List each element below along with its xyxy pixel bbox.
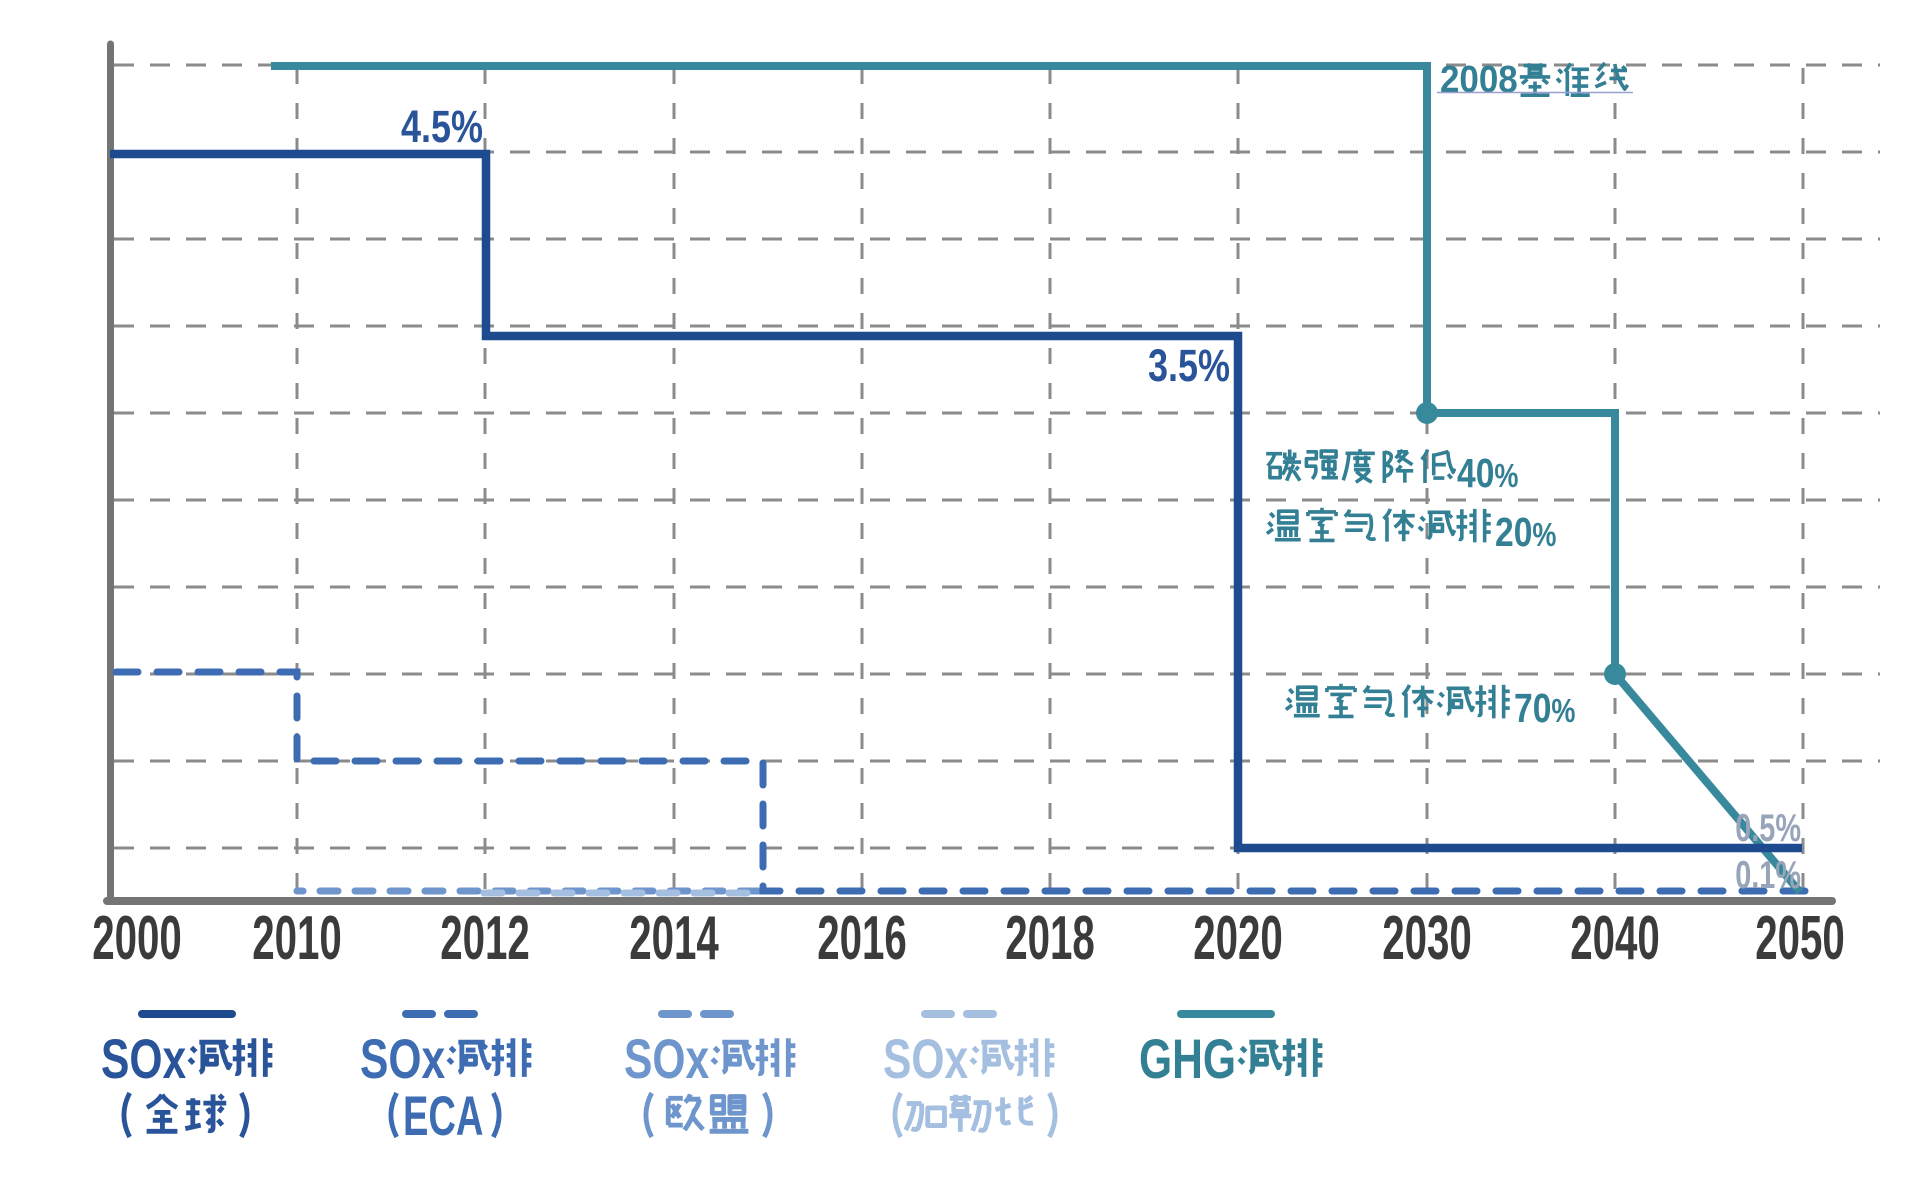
svg-text:GHG: GHG [1139,1027,1236,1090]
svg-text:2020: 2020 [1193,904,1283,973]
svg-text:2008: 2008 [1440,58,1518,101]
svg-text:2050: 2050 [1755,904,1845,973]
svg-text:0.5%: 0.5% [1735,807,1801,850]
svg-text:2016: 2016 [817,904,907,973]
svg-text:2014: 2014 [629,904,719,973]
svg-text:2040: 2040 [1570,904,1660,973]
svg-text:ECA: ECA [403,1086,483,1148]
svg-text:3.5%: 3.5% [1148,340,1230,391]
svg-text:4.5%: 4.5% [401,101,483,152]
svg-text:2030: 2030 [1382,904,1472,973]
svg-text:2012: 2012 [440,904,530,973]
svg-text:SOx: SOx [360,1027,445,1090]
svg-text:2000: 2000 [92,904,182,973]
svg-text:40%: 40% [1457,450,1519,496]
svg-text:SOx: SOx [624,1027,709,1090]
svg-text:0.1%: 0.1% [1735,854,1801,897]
svg-text:2018: 2018 [1005,904,1095,973]
svg-text:SOx: SOx [101,1027,186,1090]
svg-text:SOx: SOx [883,1027,968,1090]
svg-text:2010: 2010 [252,904,342,973]
